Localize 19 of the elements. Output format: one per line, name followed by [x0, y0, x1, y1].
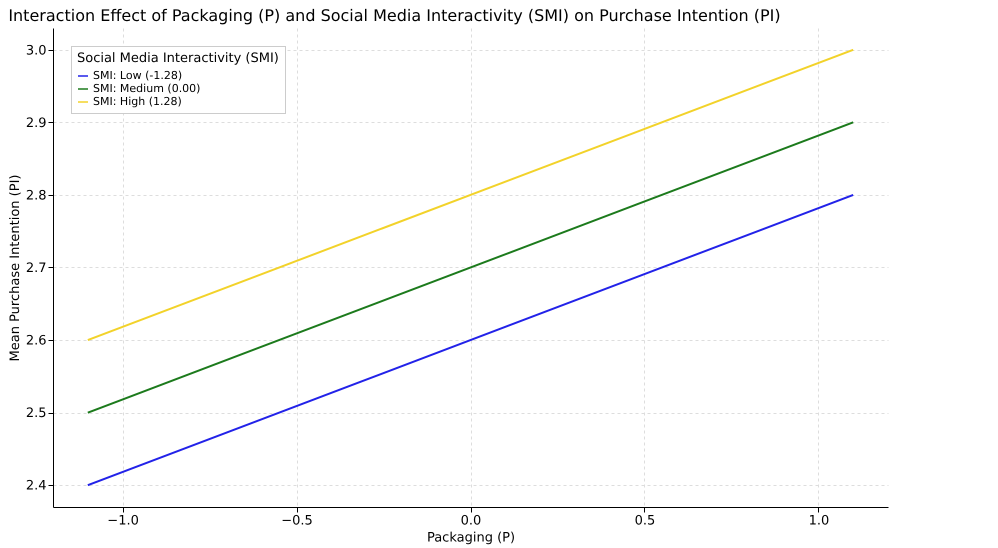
- chart-title: Interaction Effect of Packaging (P) and Social Media Interactivity (SMI) on Purchase Intention (PI): [8, 6, 781, 25]
- y-tick-label: 3.0: [26, 43, 46, 58]
- y-tick-label: 2.6: [26, 334, 46, 349]
- y-tick-label: 2.4: [26, 478, 46, 494]
- x-axis-title: Packaging (P): [426, 530, 516, 546]
- y-tick-label: 2.5: [26, 406, 46, 422]
- x-tick-label: 1.0: [808, 514, 830, 528]
- x-tick-label: −1.0: [107, 514, 139, 528]
- x-tick-label: 0.0: [460, 514, 482, 528]
- x-tick-label: −0.5: [281, 514, 313, 528]
- legend-label: SMI: High (1.28): [93, 95, 182, 108]
- legend-title: Social Media Interactivity (SMI): [77, 51, 279, 66]
- y-tick-label: 2.7: [26, 261, 46, 276]
- legend-label: SMI: Medium (0.00): [93, 82, 200, 95]
- y-tick-label: 2.9: [26, 116, 46, 131]
- x-tick-label: 0.5: [634, 514, 656, 528]
- legend-label: SMI: Low (-1.28): [93, 69, 182, 82]
- y-axis-title: Mean Purchase Intention (PI): [8, 174, 23, 362]
- y-tick-label: 2.8: [26, 188, 46, 204]
